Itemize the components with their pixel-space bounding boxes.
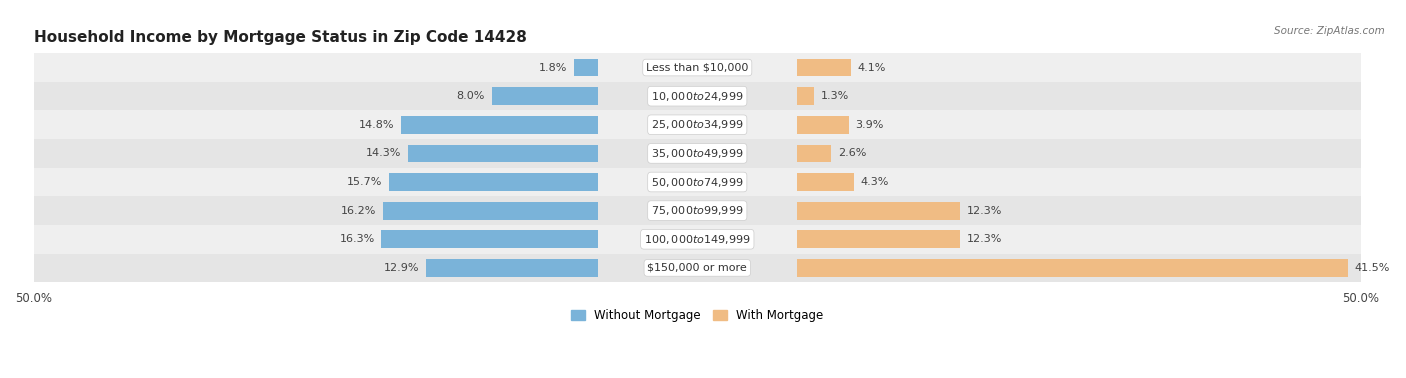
Text: $35,000 to $49,999: $35,000 to $49,999 xyxy=(651,147,744,160)
Text: Household Income by Mortgage Status in Zip Code 14428: Household Income by Mortgage Status in Z… xyxy=(34,30,526,45)
Bar xyxy=(797,173,853,191)
Bar xyxy=(408,144,598,162)
Bar xyxy=(34,225,1361,254)
Bar xyxy=(34,82,1361,110)
Text: Less than $10,000: Less than $10,000 xyxy=(647,62,748,73)
Text: 16.2%: 16.2% xyxy=(340,206,375,215)
Bar xyxy=(381,230,598,248)
Bar xyxy=(34,196,1361,225)
Bar xyxy=(34,254,1361,282)
Bar xyxy=(574,59,598,76)
Bar xyxy=(389,173,598,191)
Bar xyxy=(797,116,849,134)
Text: 15.7%: 15.7% xyxy=(347,177,382,187)
Bar xyxy=(797,87,814,105)
Bar xyxy=(492,87,598,105)
Text: 1.3%: 1.3% xyxy=(821,91,849,101)
Text: 1.8%: 1.8% xyxy=(538,62,567,73)
Text: 12.3%: 12.3% xyxy=(967,234,1002,244)
Bar xyxy=(34,110,1361,139)
Bar xyxy=(797,59,851,76)
Bar xyxy=(401,116,598,134)
Bar xyxy=(34,168,1361,196)
Bar xyxy=(382,202,598,220)
Bar xyxy=(34,53,1361,82)
Bar xyxy=(34,139,1361,168)
Text: 14.8%: 14.8% xyxy=(359,120,395,130)
Text: 12.9%: 12.9% xyxy=(384,263,420,273)
Legend: Without Mortgage, With Mortgage: Without Mortgage, With Mortgage xyxy=(567,304,828,327)
Text: 14.3%: 14.3% xyxy=(366,149,401,158)
Text: 4.3%: 4.3% xyxy=(860,177,889,187)
Text: 12.3%: 12.3% xyxy=(967,206,1002,215)
Text: 41.5%: 41.5% xyxy=(1354,263,1389,273)
Bar xyxy=(797,230,960,248)
Text: 8.0%: 8.0% xyxy=(457,91,485,101)
Text: 3.9%: 3.9% xyxy=(855,120,883,130)
Text: $25,000 to $34,999: $25,000 to $34,999 xyxy=(651,118,744,131)
Text: $100,000 to $149,999: $100,000 to $149,999 xyxy=(644,233,751,246)
Bar xyxy=(797,259,1348,277)
Bar xyxy=(797,202,960,220)
Text: 2.6%: 2.6% xyxy=(838,149,866,158)
Text: $50,000 to $74,999: $50,000 to $74,999 xyxy=(651,175,744,189)
Text: $150,000 or more: $150,000 or more xyxy=(647,263,747,273)
Text: 16.3%: 16.3% xyxy=(339,234,374,244)
Text: Source: ZipAtlas.com: Source: ZipAtlas.com xyxy=(1274,26,1385,36)
Bar xyxy=(426,259,598,277)
Text: $10,000 to $24,999: $10,000 to $24,999 xyxy=(651,90,744,103)
Text: 4.1%: 4.1% xyxy=(858,62,886,73)
Bar xyxy=(797,144,831,162)
Text: $75,000 to $99,999: $75,000 to $99,999 xyxy=(651,204,744,217)
